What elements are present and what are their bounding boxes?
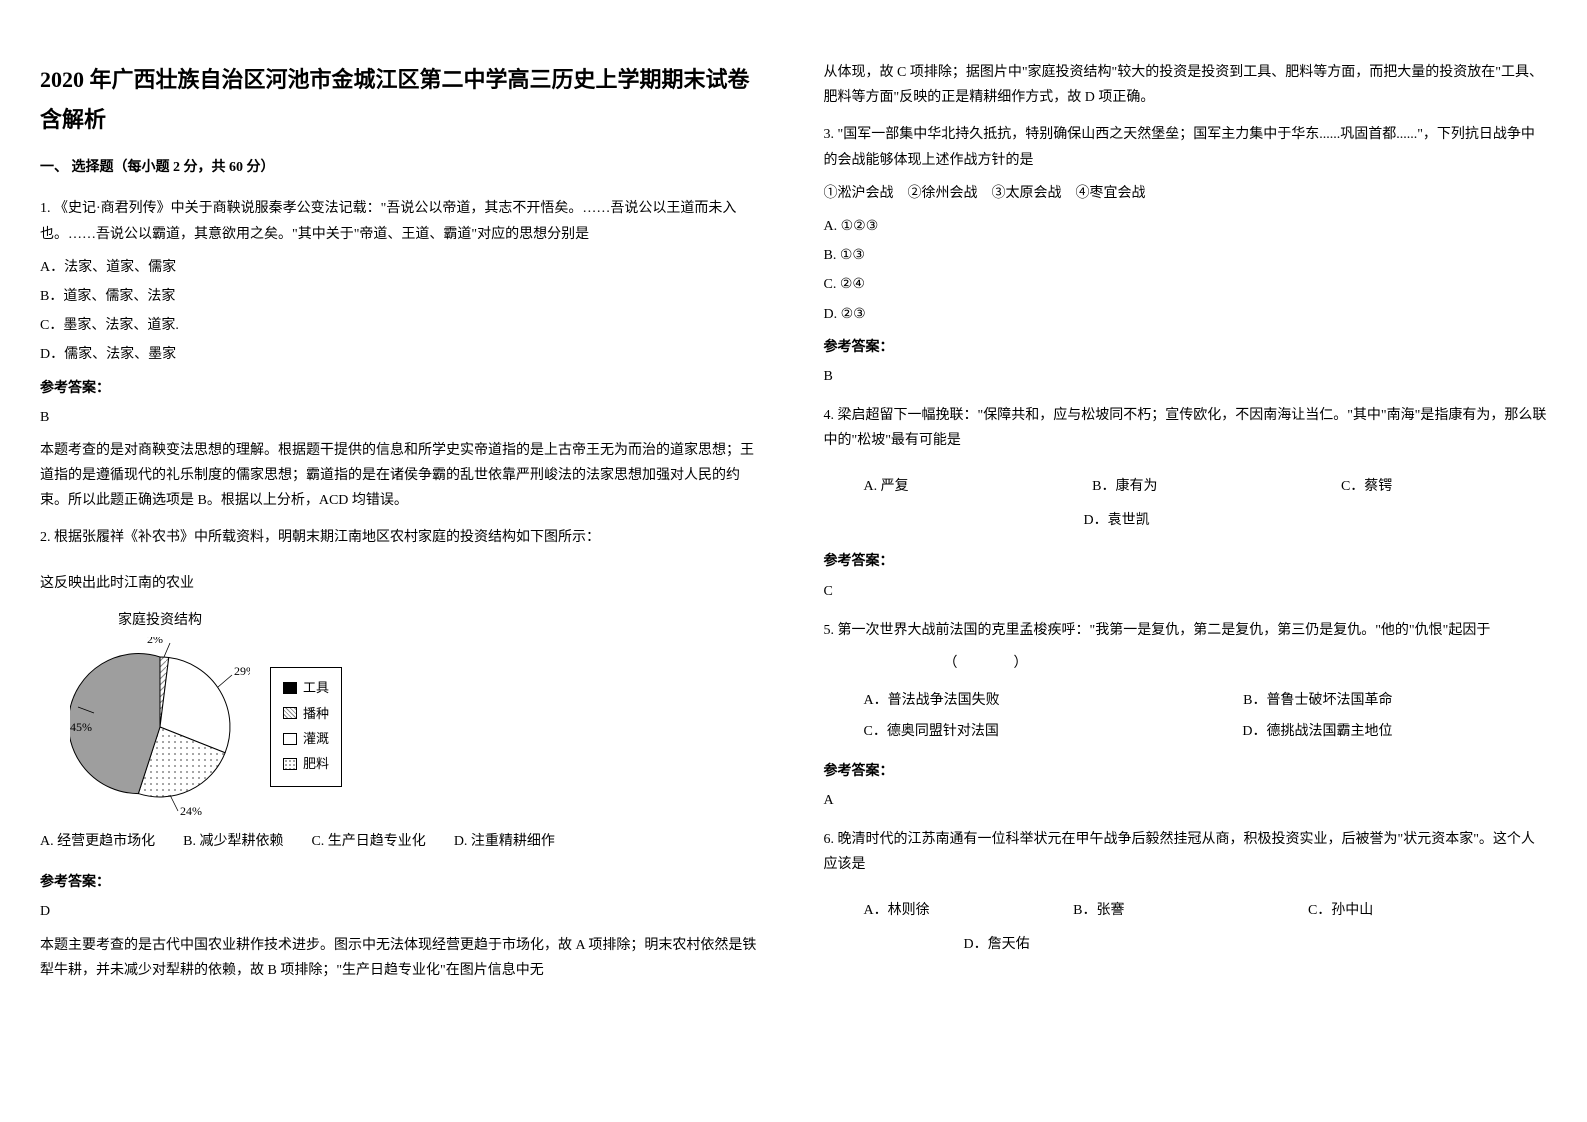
q1-opt-a: A．法家、道家、儒家 — [40, 255, 764, 280]
q1-opt-d: D．儒家、法家、墨家 — [40, 342, 764, 367]
q4-answer-label: 参考答案： — [824, 549, 1548, 574]
q1-answer-label: 参考答案： — [40, 376, 764, 401]
q6-options: A．林则徐 B．张謇 C．孙中山 D．詹天佑 — [824, 897, 1548, 965]
q5-opt-b: B．普鲁士破坏法国革命 — [1243, 688, 1392, 713]
legend-tools: 工具 — [283, 676, 329, 699]
legend-fertilizer: 肥料 — [283, 752, 329, 775]
q6-text: 6. 晚清时代的江苏南通有一位科举状元在甲午战争后毅然挂冠从商，积极投资实业，后… — [824, 827, 1548, 877]
q2-opt-d: D. 注重精耕细作 — [454, 829, 555, 854]
q3-answer: B — [824, 364, 1548, 389]
q2-text: 2. 根据张履祥《补农书》中所载资料，明朝末期江南地区农村家庭的投资结构如下图所… — [40, 525, 764, 550]
q2-options: A. 经营更趋市场化 B. 减少犁耕依赖 C. 生产日趋专业化 D. 注重精耕细… — [40, 829, 764, 854]
q2-answer-label: 参考答案： — [40, 870, 764, 895]
q2-explanation: 本题主要考查的是古代中国农业耕作技术进步。图示中无法体现经营更趋于市场化，故 A… — [40, 933, 764, 983]
q6-opt-d: D．詹天佑 — [964, 931, 1030, 959]
pie-chart: 2% 29% 24% 45% — [70, 637, 250, 817]
label-29pct: 29% — [234, 664, 250, 678]
section-heading: 一、 选择题（每小题 2 分，共 60 分） — [40, 155, 764, 180]
left-column: 2020 年广西壮族自治区河池市金城江区第二中学高三历史上学期期末试卷含解析 一… — [40, 60, 764, 995]
q3-opt-d: D. ②③ — [824, 302, 1548, 327]
q1-explanation: 本题考查的是对商鞅变法思想的理解。根据题干提供的信息和所学史实帝道指的是上古帝王… — [40, 438, 764, 514]
q2-opt-a: A. 经营更趋市场化 — [40, 829, 155, 854]
legend-seed: 播种 — [283, 702, 329, 725]
q3-opt-c: C. ②④ — [824, 272, 1548, 297]
q4-opt-d: D．袁世凯 — [1084, 507, 1150, 535]
label-24pct: 24% — [180, 804, 202, 817]
q5-text: 5. 第一次世界大战前法国的克里孟梭疾呼："我第一是复仇，第二是复仇，第三仍是复… — [824, 618, 1548, 643]
legend-irrigation: 灌溉 — [283, 727, 329, 750]
q4-text: 4. 梁启超留下一幅挽联："保障共和，应与松坡同不朽；宣传欧化，不因南海让当仁。… — [824, 403, 1548, 453]
q4-opt-b: B．康有为 — [1092, 473, 1157, 501]
q6-opt-a: A．林则徐 — [864, 897, 930, 925]
q3-opt-b: B. ①③ — [824, 243, 1548, 268]
q4-opt-c: C．蔡锷 — [1341, 473, 1392, 501]
q6-opt-b: B．张謇 — [1073, 897, 1124, 925]
q5-opt-d: D．德挑战法国霸主地位 — [1242, 719, 1392, 744]
q5-answer: A — [824, 788, 1548, 813]
q1-opt-b: B．道家、儒家、法家 — [40, 284, 764, 309]
pie-chart-section: 家庭投资结构 — [40, 608, 764, 817]
exam-title: 2020 年广西壮族自治区河池市金城江区第二中学高三历史上学期期末试卷含解析 — [40, 60, 764, 139]
q5-opt-a: A．普法战争法国失败 — [864, 688, 1000, 713]
q1-opt-c: C．墨家、法家、道家. — [40, 313, 764, 338]
chart-legend: 工具 播种 灌溉 肥料 — [270, 667, 342, 787]
q3-text: 3. "国军一部集中华北持久抵抗，特别确保山西之天然堡垒；国军主力集中于华东..… — [824, 122, 1548, 172]
q1-answer: B — [40, 405, 764, 430]
q2-opt-b: B. 减少犁耕依赖 — [183, 829, 283, 854]
q3-opt-a: A. ①②③ — [824, 214, 1548, 239]
q5-options-row1: A．普法战争法国失败 B．普鲁士破坏法国革命 — [824, 688, 1548, 719]
q5-options-row2: C．德奥同盟针对法国 D．德挑战法国霸主地位 — [824, 719, 1548, 750]
q5-bracket: （ ） — [944, 651, 1548, 676]
q1-text: 1. 《史记·商君列传》中关于商鞅说服秦孝公变法记载："吾说公以帝道，其志不开悟… — [40, 196, 764, 246]
q6-opt-c: C．孙中山 — [1308, 897, 1373, 925]
q3-items: ①淞沪会战 ②徐州会战 ③太原会战 ④枣宜会战 — [824, 181, 1548, 206]
q4-options: A. 严复 B．康有为 C．蔡锷 D．袁世凯 — [824, 473, 1548, 541]
q2-opt-c: C. 生产日趋专业化 — [311, 829, 425, 854]
q3-answer-label: 参考答案： — [824, 335, 1548, 360]
q2-explanation-cont: 从体现，故 C 项排除；据图片中"家庭投资结构"较大的投资是投资到工具、肥料等方… — [824, 60, 1548, 110]
label-2pct: 2% — [147, 637, 163, 646]
q5-answer-label: 参考答案： — [824, 759, 1548, 784]
q2-answer: D — [40, 899, 764, 924]
chart-title: 家庭投资结构 — [70, 608, 250, 633]
q5-opt-c: C．德奥同盟针对法国 — [864, 719, 999, 744]
q4-answer: C — [824, 579, 1548, 604]
label-45pct: 45% — [70, 720, 92, 734]
q4-opt-a: A. 严复 — [864, 473, 909, 501]
right-column: 从体现，故 C 项排除；据图片中"家庭投资结构"较大的投资是投资到工具、肥料等方… — [824, 60, 1548, 995]
q2-subtext: 这反映出此时江南的农业 — [40, 571, 764, 596]
